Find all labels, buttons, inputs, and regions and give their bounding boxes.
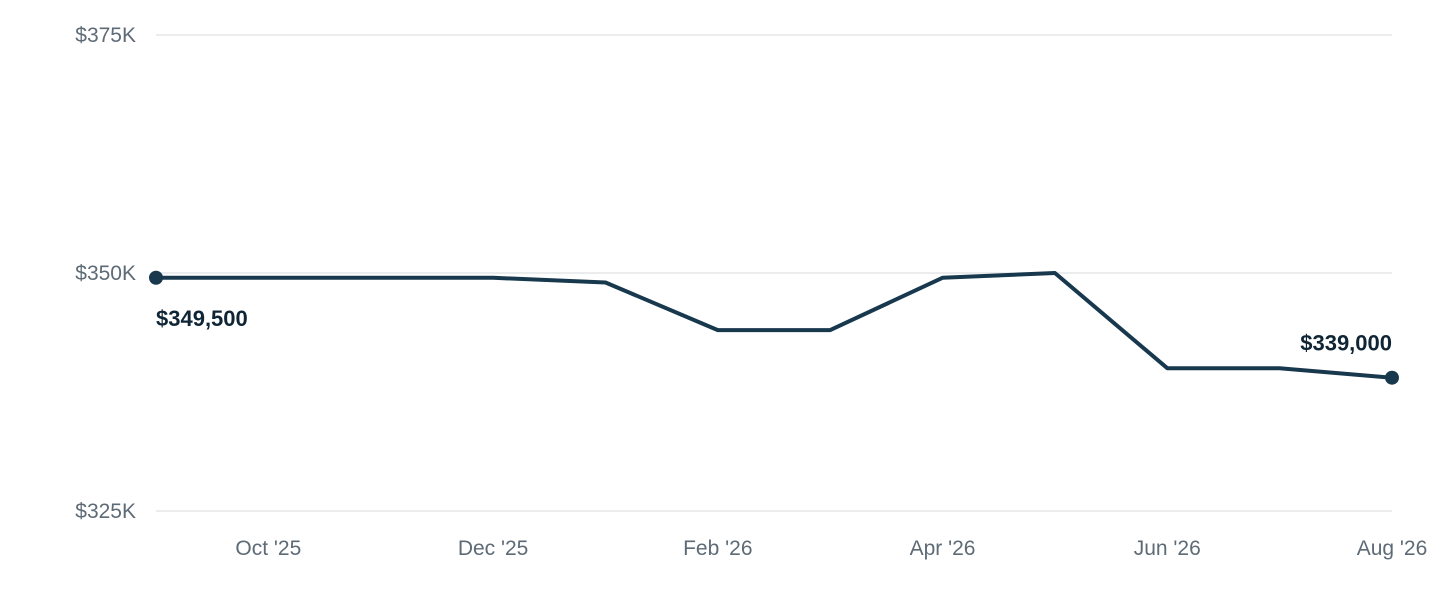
grid-layer — [156, 34, 1392, 512]
y-axis-ticks: $375K $350K $325K — [75, 24, 136, 523]
data-labels: $349,500 $339,000 — [156, 306, 1392, 356]
y-tick-label: $350K — [75, 262, 136, 285]
x-axis-ticks: Oct '25 Dec '25 Feb '26 Apr '26 Jun '26 Aug '… — [235, 537, 1427, 560]
x-tick-label: Aug '26 — [1357, 537, 1428, 560]
x-tick-label: Dec '25 — [458, 537, 529, 560]
data-label: $349,500 — [156, 306, 248, 331]
x-tick-label: Feb '26 — [683, 537, 752, 560]
endpoint-marker — [149, 270, 163, 285]
series-line — [154, 271, 1394, 380]
x-tick-label: Jun '26 — [1134, 537, 1201, 560]
series-layer — [149, 270, 1399, 385]
x-tick-label: Apr '26 — [910, 537, 976, 560]
x-tick-label: Oct '25 — [235, 537, 301, 560]
y-tick-label: $375K — [75, 24, 136, 47]
y-tick-label: $325K — [75, 500, 136, 523]
data-label: $339,000 — [1300, 331, 1392, 356]
endpoint-marker — [1385, 370, 1399, 385]
